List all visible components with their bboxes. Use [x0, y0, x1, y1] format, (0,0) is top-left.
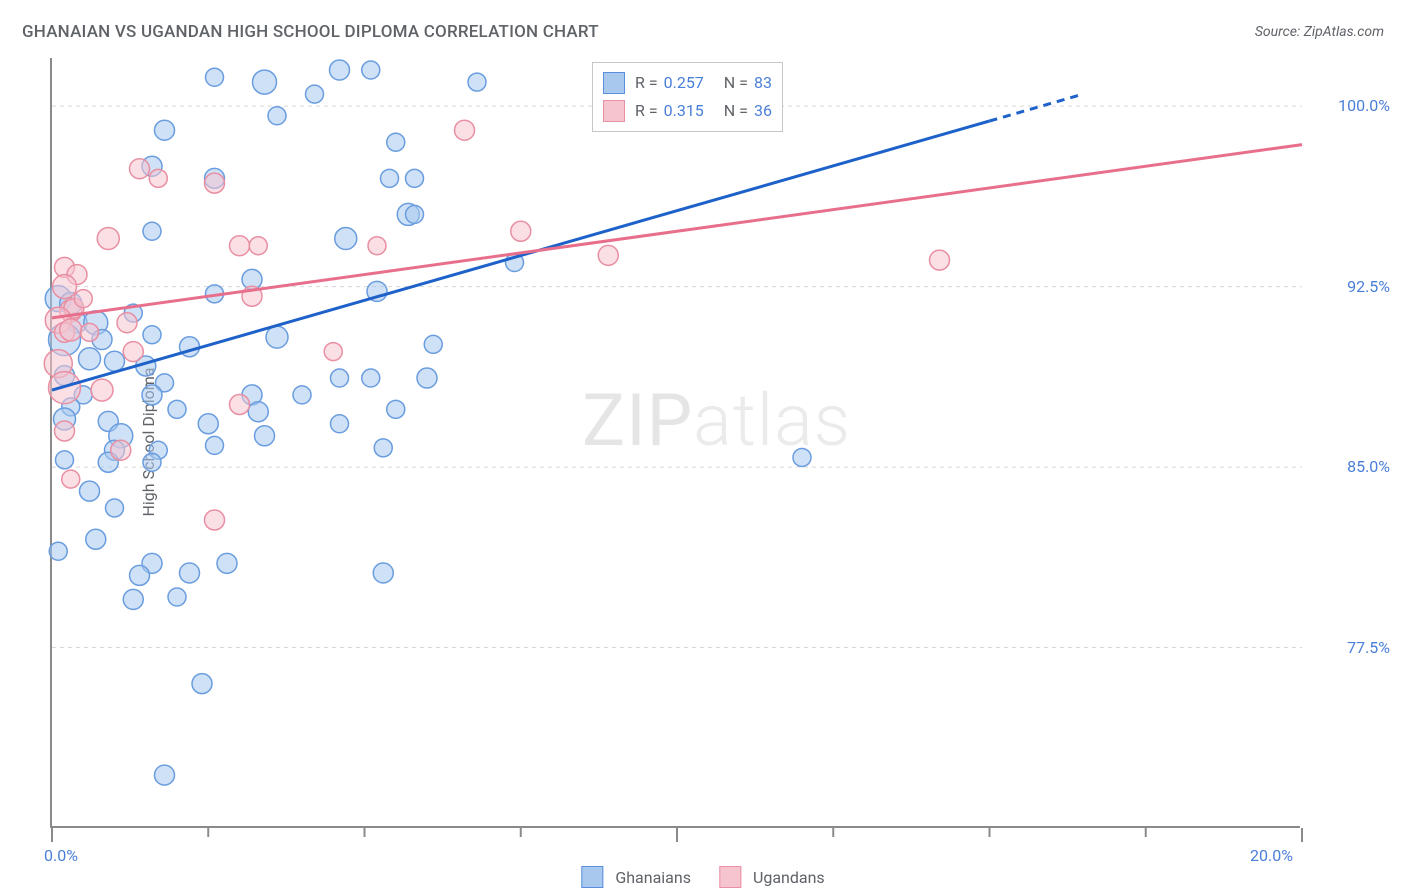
legend-n-value: 36 — [754, 97, 772, 125]
legend-swatch — [603, 100, 625, 122]
plot-area: High School Diploma ZIPatlas R =0.257N =… — [50, 58, 1300, 828]
legend-n-label: N = — [724, 69, 748, 97]
legend-r-label: R = — [635, 69, 658, 97]
y-tick-label: 85.0% — [1310, 457, 1390, 476]
legend-r-label: R = — [635, 97, 658, 125]
legend-correlation-row: R = 0.315 N =36 — [603, 97, 772, 125]
legend-n-label: N = — [724, 97, 748, 125]
x-tick-label: 0.0% — [44, 846, 78, 865]
source-label: Source: ZipAtlas.com — [1255, 24, 1384, 40]
y-tick-label: 92.5% — [1310, 277, 1390, 296]
legend-series-item: Ugandans — [719, 866, 825, 888]
legend-correlation-row: R = 0.257 N =83 — [603, 69, 772, 97]
legend-series-item: Ghanaians — [581, 866, 691, 888]
scatter-chart-svg — [52, 58, 1302, 828]
legend-n-value: 83 — [754, 69, 772, 97]
legend-series-label: Ugandans — [753, 868, 825, 887]
legend-swatch — [603, 72, 625, 94]
x-tick-label: 20.0% — [1250, 846, 1293, 865]
y-tick-label: 77.5% — [1310, 638, 1390, 657]
chart-title: GHANAIAN VS UGANDAN HIGH SCHOOL DIPLOMA … — [22, 22, 599, 42]
legend-swatch — [581, 866, 603, 888]
y-tick-label: 100.0% — [1310, 96, 1390, 115]
legend-swatch — [719, 866, 741, 888]
legend-r-value: 0.315 — [664, 97, 704, 125]
legend-r-value: 0.257 — [664, 69, 704, 97]
legend-correlation-box: R = 0.257 N =83 R = 0.315 N =36 — [592, 62, 783, 132]
legend-series: Ghanaians Ugandans — [581, 866, 824, 888]
legend-series-label: Ghanaians — [615, 868, 691, 887]
